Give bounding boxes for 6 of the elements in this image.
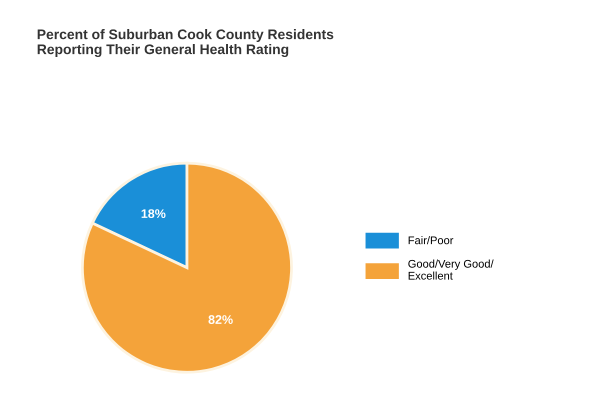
data-label: 82%: [208, 315, 233, 324]
data-label: 18%: [142, 209, 166, 218]
pie-slice: [81, 162, 293, 374]
chart-title: Percent of Suburban Cook County Residents Reporting Their General Health Rating: [38, 29, 334, 58]
legend-label: Fair/Poor: [408, 236, 454, 244]
legend-label: Good/Very Good/ Excellent: [408, 260, 494, 280]
